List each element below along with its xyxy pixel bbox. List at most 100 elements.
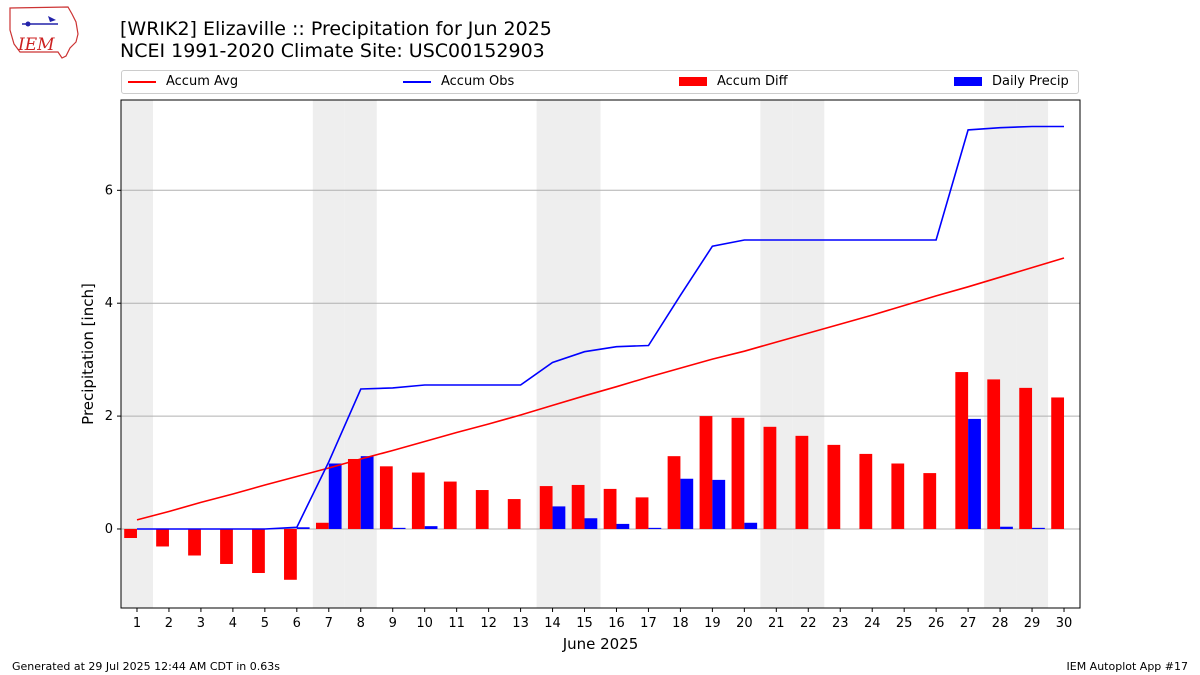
x-tick-label: 10	[416, 616, 433, 631]
legend: Accum Avg Accum Obs Accum Diff Daily Pre…	[121, 70, 1079, 94]
x-tick-label: 22	[800, 616, 817, 631]
x-tick-label: 4	[229, 616, 237, 631]
x-tick-label: 8	[357, 616, 365, 631]
legend-label-daily-precip: Daily Precip	[992, 74, 1069, 89]
accum-diff-bar	[475, 490, 489, 529]
accum-diff-bar	[124, 528, 137, 539]
iem-logo: IEM	[6, 4, 82, 64]
x-tick-label: 30	[1056, 616, 1073, 631]
y-tick-label: 4	[105, 296, 113, 311]
x-tick-label: 18	[672, 616, 689, 631]
accum-diff-bar	[539, 486, 553, 529]
daily-precip-bar	[1032, 527, 1045, 529]
y-tick-label: 2	[105, 409, 113, 424]
x-tick-label: 17	[640, 616, 657, 631]
x-tick-label: 3	[197, 616, 205, 631]
x-tick-label: 12	[480, 616, 497, 631]
accum-diff-bar	[252, 528, 265, 574]
accum-diff-bar	[795, 435, 809, 529]
y-axis-label: Precipitation [inch]	[79, 283, 97, 425]
x-tick-label: 21	[768, 616, 785, 631]
x-tick-label: 1	[133, 616, 141, 631]
legend-item-accum-obs: Accum Obs	[403, 74, 514, 89]
weekend-band	[984, 100, 1017, 608]
daily-precip-bar	[744, 522, 758, 529]
accum-diff-bar	[379, 466, 393, 529]
accum-diff-bar	[891, 463, 905, 529]
weekend-band	[760, 100, 793, 608]
legend-item-accum-avg: Accum Avg	[128, 74, 238, 89]
x-tick-label: 13	[512, 616, 529, 631]
y-tick-label: 0	[105, 522, 113, 537]
legend-label-accum-obs: Accum Obs	[441, 74, 515, 89]
daily-precip-bar	[424, 526, 438, 529]
legend-item-accum-diff: Accum Diff	[679, 74, 788, 89]
accum-diff-bar	[411, 472, 425, 529]
accum-diff-bar	[188, 528, 201, 556]
x-tick-label: 6	[293, 616, 301, 631]
weekend-band	[792, 100, 825, 608]
chart-title: [WRIK2] Elizaville :: Precipitation for …	[120, 18, 552, 40]
x-tick-label: 25	[896, 616, 913, 631]
daily-precip-bar	[968, 418, 981, 529]
x-tick-label: 11	[448, 616, 465, 631]
accum-diff-bar	[955, 372, 969, 529]
chart-subtitle: NCEI 1991-2020 Climate Site: USC00152903	[120, 40, 545, 62]
legend-item-daily-precip: Daily Precip	[954, 74, 1069, 89]
weekend-band	[312, 100, 345, 608]
accum-diff-bar	[1051, 397, 1065, 529]
accum-diff-bar	[763, 426, 777, 529]
accum-diff-bar	[347, 458, 361, 529]
x-tick-label: 16	[608, 616, 625, 631]
accum-diff-bar	[603, 488, 617, 529]
legend-swatch-accum-diff	[679, 77, 707, 86]
x-tick-label: 19	[704, 616, 721, 631]
daily-precip-bar	[360, 456, 374, 529]
legend-swatch-daily-precip	[954, 77, 982, 86]
accum-diff-bar	[635, 497, 649, 529]
accum-diff-bar	[284, 528, 297, 580]
daily-precip-bar	[296, 527, 310, 529]
x-tick-label: 20	[736, 616, 753, 631]
daily-precip-bar	[552, 506, 566, 529]
x-tick-label: 2	[165, 616, 173, 631]
y-tick-label: 6	[105, 183, 113, 198]
accum-diff-bar	[667, 456, 681, 529]
legend-label-accum-diff: Accum Diff	[717, 74, 788, 89]
accum-avg-line	[136, 257, 1065, 521]
daily-precip-bar	[680, 478, 694, 529]
x-tick-label: 9	[389, 616, 397, 631]
weekend-band	[568, 100, 601, 608]
accum-diff-bar	[987, 379, 1001, 529]
x-tick-label: 27	[960, 616, 977, 631]
weekend-band	[536, 100, 569, 608]
x-tick-label: 28	[992, 616, 1009, 631]
accum-diff-bar	[507, 499, 521, 529]
accum-diff-bar	[156, 528, 169, 547]
x-tick-label: 29	[1024, 616, 1041, 631]
accum-diff-bar	[443, 481, 457, 529]
accum-diff-bar	[1019, 387, 1033, 529]
daily-precip-bar	[616, 523, 630, 529]
accum-obs-line	[137, 125, 1064, 530]
footer-generated: Generated at 29 Jul 2025 12:44 AM CDT in…	[12, 660, 280, 673]
daily-precip-bar	[584, 518, 598, 529]
x-tick-label: 14	[544, 616, 561, 631]
footer-app: IEM Autoplot App #17	[1066, 660, 1189, 673]
weekend-band	[121, 100, 153, 608]
x-tick-label: 24	[864, 616, 881, 631]
accum-diff-bar	[220, 528, 233, 564]
daily-precip-bar	[712, 479, 726, 529]
daily-precip-bar	[1000, 526, 1013, 529]
daily-precip-bar	[392, 527, 406, 529]
iowa-state-logo-icon: IEM	[9, 6, 79, 59]
accum-diff-bar	[923, 473, 937, 529]
legend-label-accum-avg: Accum Avg	[166, 74, 239, 89]
x-tick-label: 15	[576, 616, 593, 631]
x-tick-label: 23	[832, 616, 849, 631]
legend-swatch-accum-avg	[128, 80, 156, 83]
daily-precip-bar	[328, 463, 342, 529]
accum-diff-bar	[571, 484, 585, 529]
x-tick-label: 5	[261, 616, 269, 631]
daily-precip-bar	[648, 527, 662, 529]
